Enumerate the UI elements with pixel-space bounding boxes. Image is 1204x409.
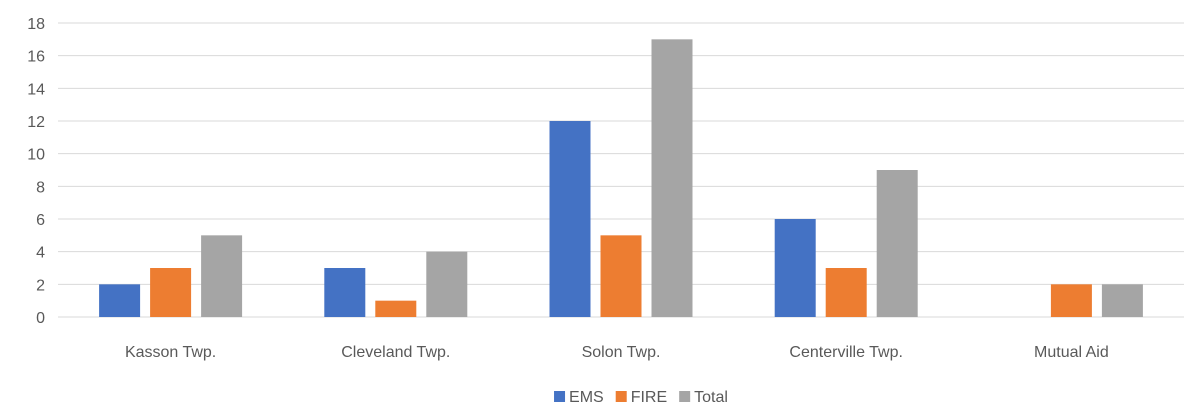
category-label: Solon Twp. [582,344,661,361]
bar-fire-4 [1050,284,1092,317]
legend-label-total: Total [694,389,728,406]
bar-total-3 [876,170,918,317]
y-tick-label: 8 [36,179,45,196]
legend-swatch-total [679,391,691,402]
x-axis-labels: Kasson Twp. Cleveland Twp. Solon Twp. Cente… [125,344,1109,361]
y-tick-label: 14 [27,81,45,98]
y-tick-label: 4 [36,245,45,262]
y-tick-label: 6 [36,212,45,229]
bar-total-1 [426,251,468,317]
y-tick-label: 2 [36,277,45,294]
legend-label-fire: FIRE [631,389,667,406]
bar-ems-1 [324,268,366,317]
bar-ems-3 [774,219,816,317]
y-tick-label: 12 [27,114,45,131]
y-axis-ticks: 0 2 4 6 8 10 12 14 16 18 [27,16,45,327]
bar-ems-0 [99,284,141,317]
category-label: Centerville Twp. [789,344,903,361]
bar-fire-1 [375,300,417,317]
legend-swatch-ems [554,391,566,402]
bar-fire-3 [825,268,867,317]
bar-total-4 [1101,284,1143,317]
category-label: Mutual Aid [1034,344,1109,361]
legend-swatch-fire [615,391,627,402]
legend: EMS FIRE Total [554,389,728,406]
y-tick-label: 10 [27,147,45,164]
bar-total-0 [201,235,243,317]
bars [99,39,1143,317]
category-label: Cleveland Twp. [341,344,450,361]
y-tick-label: 18 [27,16,45,33]
legend-label-ems: EMS [569,389,604,406]
bar-ems-2 [549,121,591,317]
gridlines [58,22,1184,318]
bar-total-2 [651,39,693,317]
category-label: Kasson Twp. [125,344,216,361]
y-tick-label: 16 [27,49,45,66]
bar-fire-0 [150,268,192,317]
bar-fire-2 [600,235,642,317]
y-tick-label: 0 [36,310,45,327]
